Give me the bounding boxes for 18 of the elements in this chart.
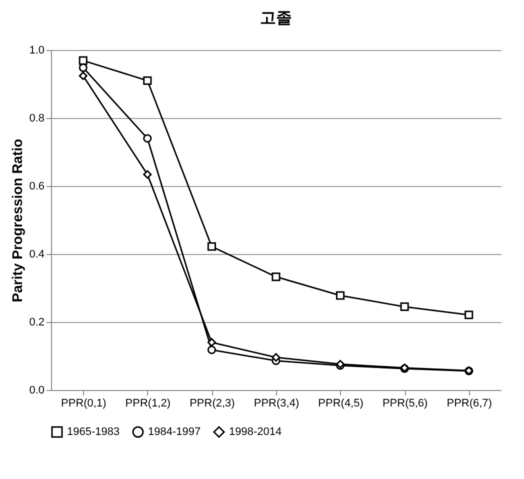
y-tick-label: 1.0: [29, 44, 44, 56]
x-tick-label: PPR(5,6): [382, 398, 428, 410]
y-tick-label: 0.2: [29, 316, 44, 328]
x-tick-label: PPR(3,4): [254, 398, 300, 410]
legend-label: 1965-1983: [67, 426, 120, 438]
y-axis-title: Parity Progression Ratio: [9, 138, 26, 302]
legend-label: 1998-2014: [229, 426, 282, 438]
x-tick-label: PPR(2,3): [190, 398, 235, 410]
y-tick-label: 0.0: [29, 384, 44, 396]
legend-label: 1984-1997: [148, 426, 201, 438]
y-tick-label: 0.8: [29, 112, 44, 124]
chart-title: 고졸: [260, 10, 292, 27]
x-tick-label: PPR(0,1): [61, 398, 106, 410]
x-tick-label: PPR(6,7): [446, 398, 492, 410]
y-tick-label: 0.4: [29, 248, 44, 260]
x-tick-label: PPR(4,5): [318, 398, 364, 410]
x-tick-label: PPR(1,2): [125, 398, 171, 410]
y-tick-label: 0.6: [29, 180, 44, 192]
